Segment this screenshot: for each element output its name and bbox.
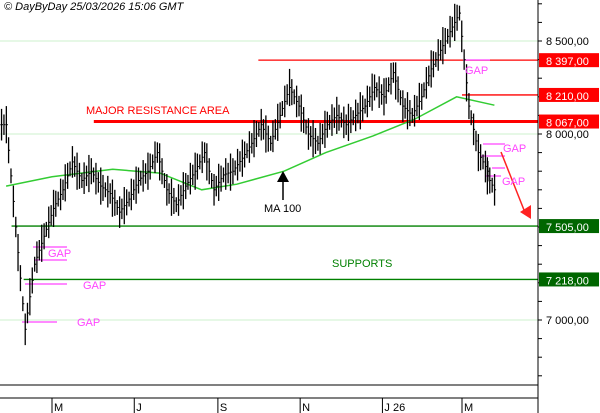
resistance-label: MAJOR RESISTANCE AREA bbox=[86, 105, 230, 117]
ma100-line bbox=[5, 96, 495, 191]
x-tick-label: M bbox=[464, 402, 473, 413]
level-label: 8 397,00 bbox=[546, 56, 589, 68]
copyright: © DayByDay 25/03/2026 15:06 GMT bbox=[4, 1, 185, 13]
gap-label: GAP bbox=[502, 176, 525, 188]
x-tick-label: J bbox=[136, 402, 142, 413]
ma-arrow-head bbox=[277, 171, 289, 182]
down-arrow bbox=[500, 151, 525, 211]
gap-label: GAP bbox=[77, 317, 100, 329]
y-tick-label: 8 500,00 bbox=[546, 36, 589, 48]
x-tick-label: M bbox=[54, 402, 63, 413]
ma-label: MA 100 bbox=[264, 203, 301, 215]
y-tick-label: 7 000,00 bbox=[546, 315, 589, 327]
x-tick-label: N bbox=[302, 402, 310, 413]
level-label: 8 210,00 bbox=[546, 91, 589, 103]
level-box bbox=[539, 53, 599, 68]
gap-label: GAP bbox=[503, 143, 526, 155]
price-bars bbox=[0, 3, 497, 346]
gap-label: GAP bbox=[83, 280, 106, 292]
y-tick-label: 8 000,00 bbox=[546, 129, 589, 141]
level-box bbox=[539, 219, 599, 234]
level-box bbox=[539, 87, 599, 102]
x-tick-label: S bbox=[220, 402, 227, 413]
level-box bbox=[539, 272, 599, 287]
level-label: 8 067,00 bbox=[546, 118, 589, 130]
level-label: 7 218,00 bbox=[546, 275, 589, 287]
down-arrow-head bbox=[520, 205, 531, 219]
level-label: 7 505,00 bbox=[546, 222, 589, 234]
supports-label: SUPPORTS bbox=[332, 258, 392, 270]
gap-label: GAP bbox=[48, 248, 71, 260]
level-box bbox=[539, 114, 599, 129]
gap-label: GAP bbox=[465, 65, 488, 77]
x-tick-label: J 26 bbox=[384, 402, 405, 413]
